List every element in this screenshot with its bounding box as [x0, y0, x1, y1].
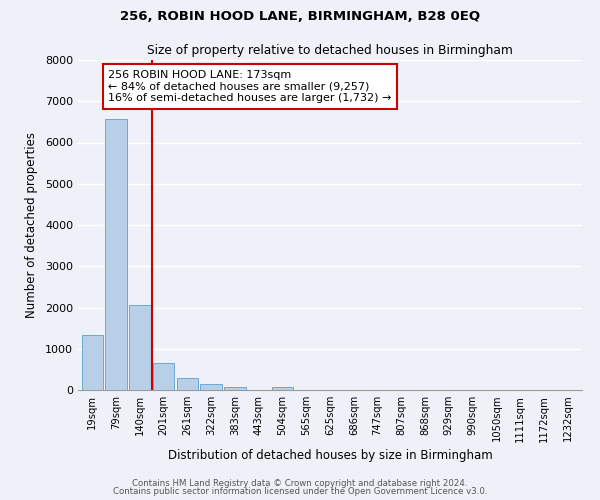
- Bar: [82, 335, 103, 390]
- Text: Contains public sector information licensed under the Open Government Licence v3: Contains public sector information licen…: [113, 487, 487, 496]
- Bar: [129, 304, 151, 390]
- Bar: [176, 378, 198, 390]
- Text: Contains HM Land Registry data © Crown copyright and database right 2024.: Contains HM Land Registry data © Crown c…: [132, 478, 468, 488]
- Text: 256, ROBIN HOOD LANE, BIRMINGHAM, B28 0EQ: 256, ROBIN HOOD LANE, BIRMINGHAM, B28 0E…: [120, 10, 480, 22]
- X-axis label: Distribution of detached houses by size in Birmingham: Distribution of detached houses by size …: [167, 448, 493, 462]
- Bar: [224, 387, 245, 390]
- Bar: [106, 118, 127, 390]
- Text: 256 ROBIN HOOD LANE: 173sqm
← 84% of detached houses are smaller (9,257)
16% of : 256 ROBIN HOOD LANE: 173sqm ← 84% of det…: [108, 70, 392, 103]
- Bar: [272, 387, 293, 390]
- Bar: [200, 384, 222, 390]
- Title: Size of property relative to detached houses in Birmingham: Size of property relative to detached ho…: [147, 44, 513, 58]
- Bar: [153, 363, 174, 390]
- Y-axis label: Number of detached properties: Number of detached properties: [25, 132, 38, 318]
